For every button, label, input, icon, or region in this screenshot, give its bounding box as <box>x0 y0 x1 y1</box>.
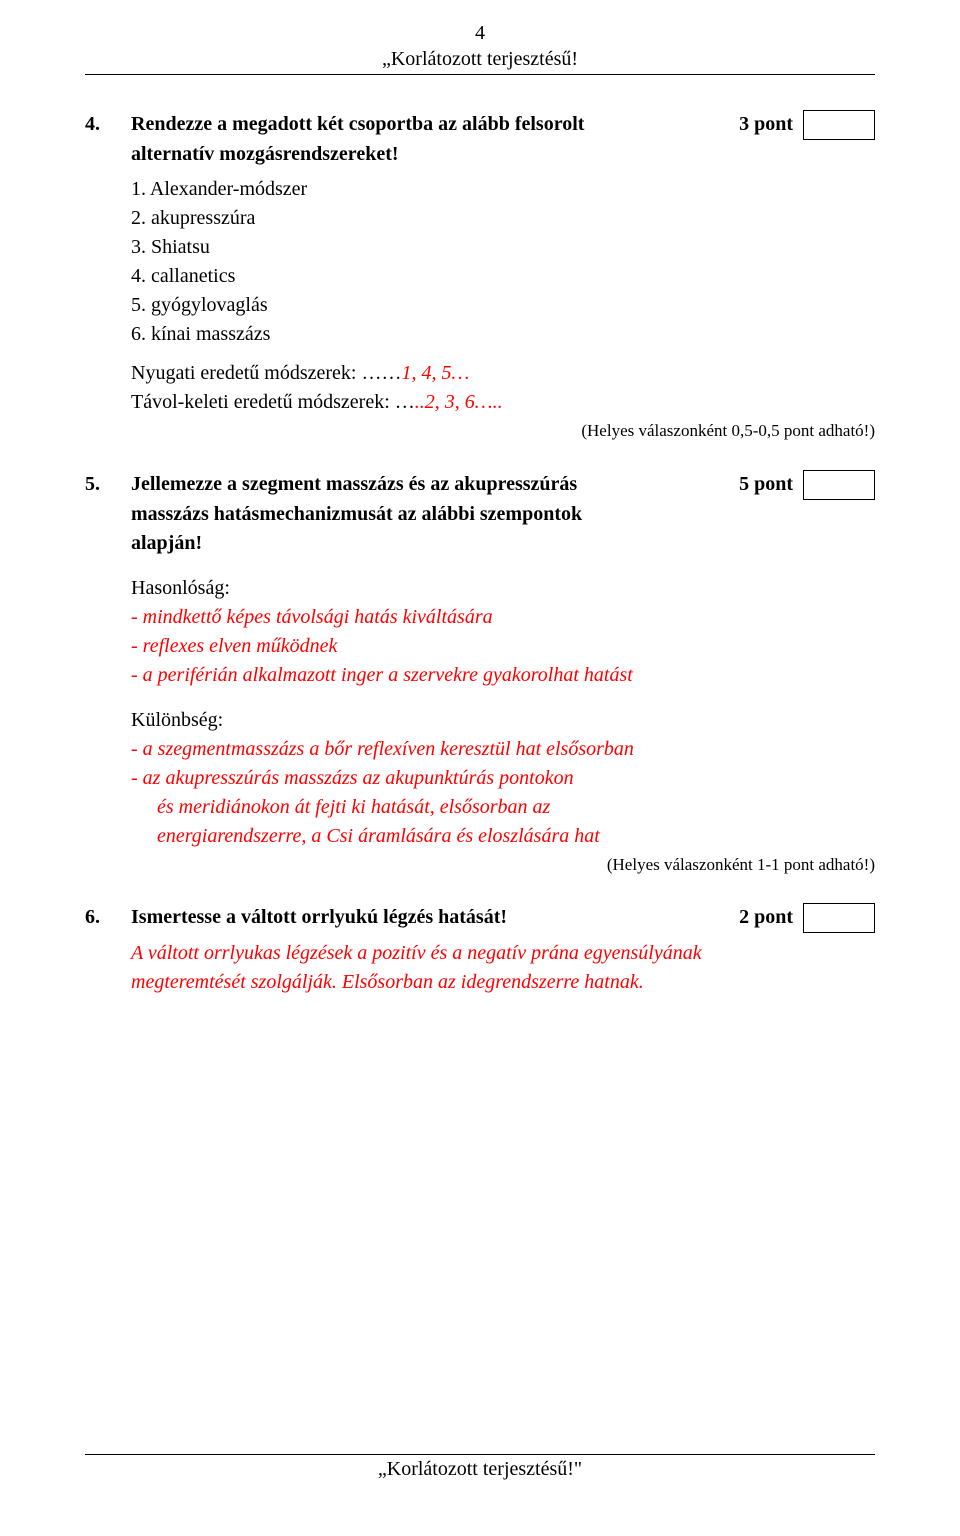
q4-item-2: 2. akupresszúra <box>131 204 875 233</box>
q6-header-row: 6. Ismertesse a váltott orrlyukú légzés … <box>85 903 875 933</box>
question-6: 6. Ismertesse a váltott orrlyukú légzés … <box>85 903 875 997</box>
q4-points: 3 pont <box>723 110 803 139</box>
q4-title: Rendezze a megadott két csoportba az alá… <box>131 110 723 139</box>
q4-item-4: 4. callanetics <box>131 262 875 291</box>
q4-item-6: 6. kínai masszázs <box>131 320 875 349</box>
q4-score-box[interactable] <box>803 110 875 140</box>
q5-scoring-note: (Helyes válaszonként 1-1 pont adható!) <box>85 853 875 878</box>
q5-title: Jellemezze a szegment masszázs és az aku… <box>131 470 723 499</box>
q4-title-line2: alternatív mozgásrendszereket! <box>131 140 875 169</box>
question-5: 5. Jellemezze a szegment masszázs és az … <box>85 470 875 878</box>
q4-number: 4. <box>85 110 131 139</box>
q4-item-1: 1. Alexander-módszer <box>131 175 875 204</box>
q5-score-box[interactable] <box>803 470 875 500</box>
q4-scoring-note: (Helyes válaszonként 0,5-0,5 pont adható… <box>85 419 875 444</box>
q5-diff-4: energiarendszerre, a Csi áramlására és e… <box>147 822 875 851</box>
header-restricted: „Korlátozott terjesztésű! <box>85 46 875 72</box>
q6-answer-line1: A váltott orrlyukas légzések a pozitív é… <box>131 939 875 968</box>
page-header: 4 „Korlátozott terjesztésű! <box>85 20 875 75</box>
q5-diff-2: - az akupresszúrás masszázs az akupunktú… <box>131 764 875 793</box>
q4-western-answer: 1, 4, 5… <box>401 362 469 384</box>
q5-difference-label: Különbség: <box>131 706 875 735</box>
q5-points: 5 pont <box>723 470 803 499</box>
q4-western-line: Nyugati eredetű módszerek: ……1, 4, 5… <box>131 359 875 388</box>
q4-western-label: Nyugati eredetű módszerek: …… <box>131 362 401 384</box>
q4-header-row: 4. Rendezze a megadott két csoportba az … <box>85 110 875 140</box>
q6-number: 6. <box>85 903 131 932</box>
page-footer: „Korlátozott terjesztésű!" <box>85 1454 875 1481</box>
q5-title-line1: Jellemezze a szegment masszázs és az aku… <box>131 473 577 495</box>
page: 4 „Korlátozott terjesztésű! 4. Rendezze … <box>0 0 960 1536</box>
q4-item-5: 5. gyógylovaglás <box>131 291 875 320</box>
q5-title-line3: alapján! <box>131 529 875 558</box>
q4-eastern-line: Távol-keleti eredetű módszerek: …..2, 3,… <box>131 388 875 417</box>
q5-sim-1: - mindkettő képes távolsági hatás kivált… <box>131 603 875 632</box>
q5-number: 5. <box>85 470 131 499</box>
q6-points: 2 pont <box>723 903 803 932</box>
q5-sim-2: - reflexes elven működnek <box>131 632 875 661</box>
footer-restricted: „Korlátozott terjesztésű!" <box>85 1458 875 1481</box>
q5-similarity-label: Hasonlóság: <box>131 574 875 603</box>
q4-eastern-answer: ..2, 3, 6….. <box>415 391 503 413</box>
q5-title-line2: masszázs hatásmechanizmusát az alábbi sz… <box>131 500 875 529</box>
q5-sim-3: - a periférián alkalmazott inger a szerv… <box>131 661 875 690</box>
page-number: 4 <box>85 20 875 46</box>
q4-item-3: 3. Shiatsu <box>131 233 875 262</box>
q5-diff-3: és meridiánokon át fejti ki hatását, els… <box>147 793 875 822</box>
footer-rule <box>85 1454 875 1455</box>
q5-diff-1: - a szegmentmasszázs a bőr reflexíven ke… <box>131 735 875 764</box>
q6-title: Ismertesse a váltott orrlyukú légzés hat… <box>131 903 723 932</box>
q5-header-row: 5. Jellemezze a szegment masszázs és az … <box>85 470 875 500</box>
body-content: 4. Rendezze a megadott két csoportba az … <box>85 75 875 997</box>
q6-score-box[interactable] <box>803 903 875 933</box>
q4-eastern-label: Távol-keleti eredetű módszerek: … <box>131 391 415 413</box>
q4-title-line1: Rendezze a megadott két csoportba az alá… <box>131 113 584 135</box>
q6-answer-line2: megteremtését szolgálják. Elsősorban az … <box>131 968 875 997</box>
question-4: 4. Rendezze a megadott két csoportba az … <box>85 110 875 444</box>
